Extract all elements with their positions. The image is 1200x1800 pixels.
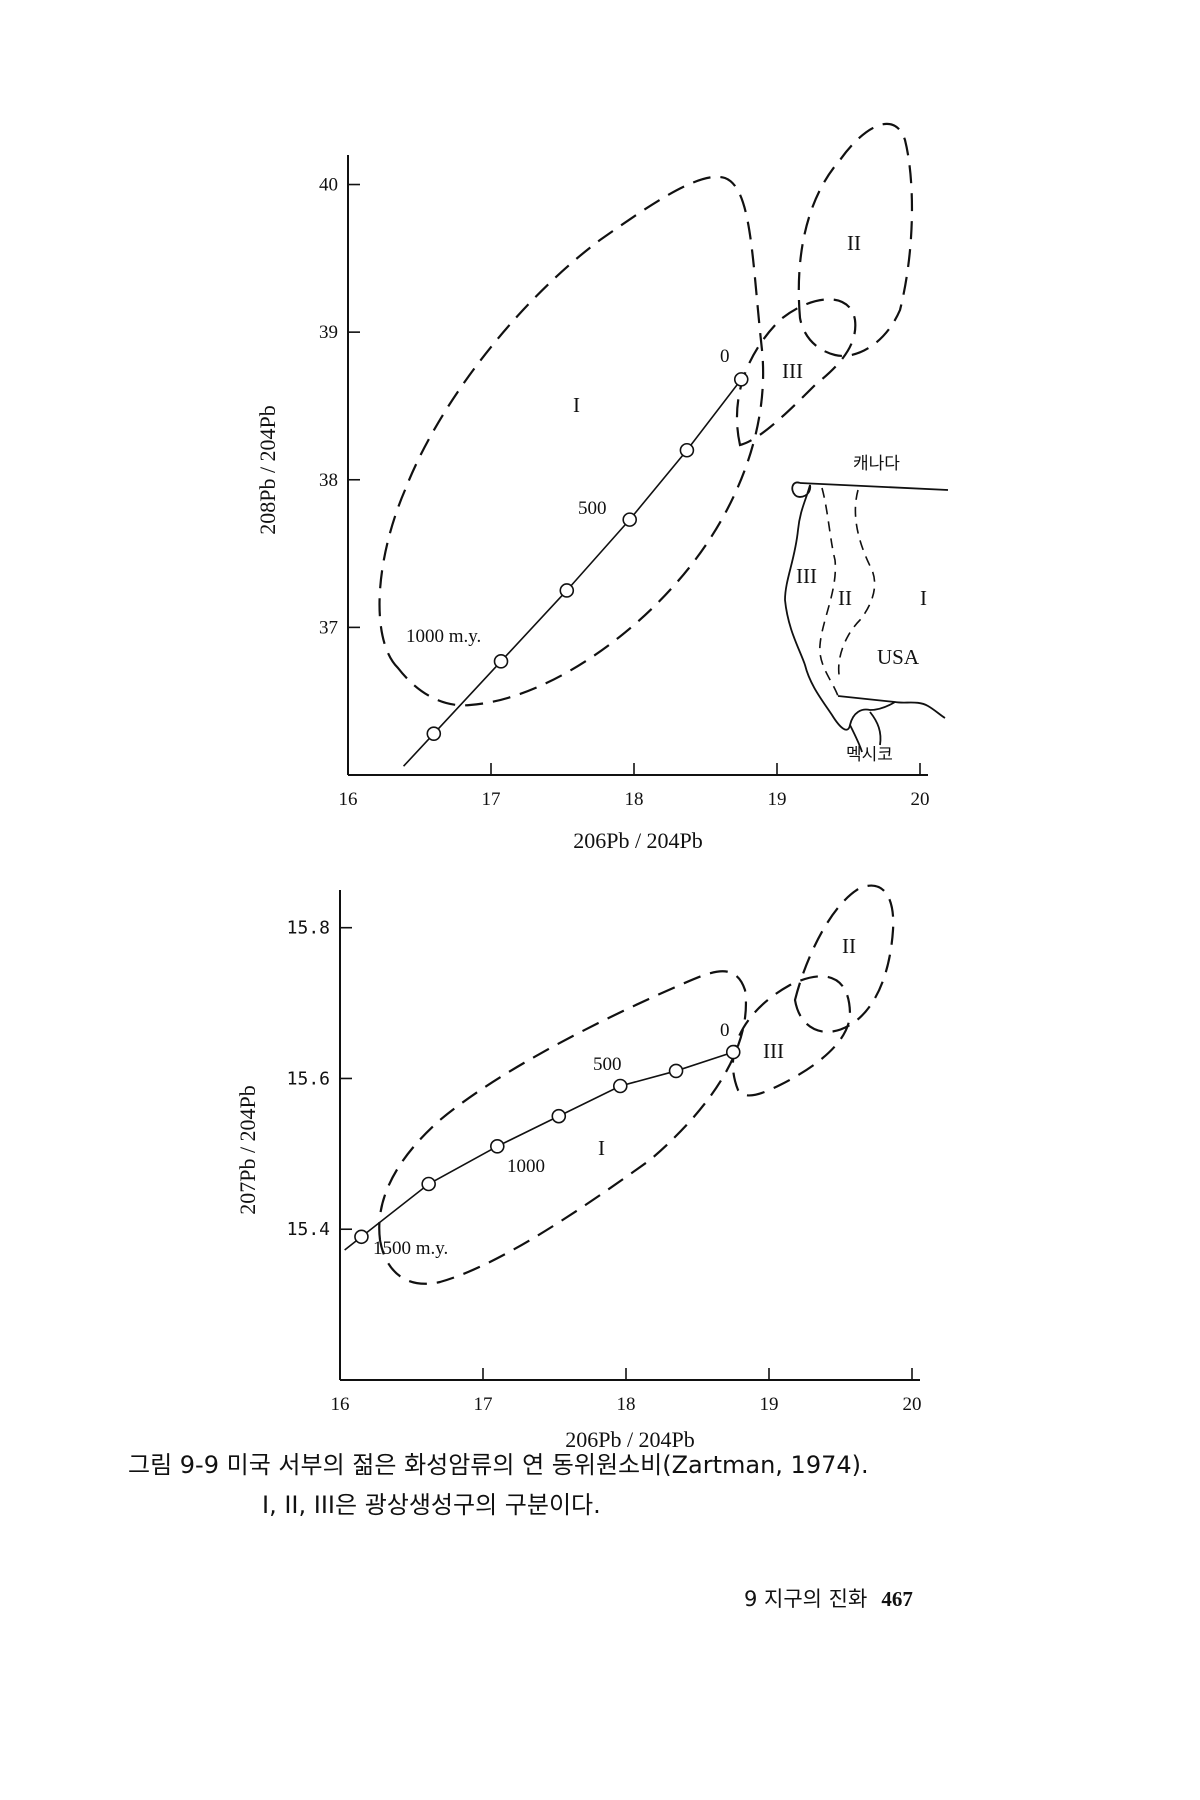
bottom-region-III-outline [731,975,852,1097]
top-y-tick-label: 37 [319,617,338,638]
bottom-data-points [354,1044,741,1245]
bottom-label-0: 0 [720,1020,730,1041]
top-evolution-curve [402,378,742,767]
map-label-mexico: 멕시코 [846,745,893,765]
bottom-x-ticks: 16 17 18 19 20 [331,1368,922,1415]
bottom-data-point [489,1139,505,1154]
bottom-region-I-outline [378,970,747,1285]
top-label-0: 0 [720,346,730,367]
bottom-x-tick-label: 20 [903,1394,922,1415]
top-x-tick-label: 17 [482,789,501,810]
bottom-x-tick-label: 16 [331,1394,350,1415]
bottom-region-III-label: III [763,1039,784,1063]
top-x-tick-label: 19 [768,789,787,810]
top-y-tick-label: 39 [319,322,338,343]
bottom-evolution-curve [344,1051,734,1251]
map-coastline [784,481,896,731]
bottom-x-tick-label: 17 [474,1394,493,1415]
bottom-y-axis-title: 207Pb / 204Pb [235,1085,260,1215]
bottom-data-point [421,1176,436,1192]
top-y-ticks: 37 38 39 40 [319,175,360,638]
top-data-points [426,372,749,741]
page-number: 467 [881,1587,913,1611]
chart-bottom: 16 17 18 19 20 15.4 15.6 15.8 206Pb / 204Pb 20… [235,884,922,1452]
top-data-point [559,583,575,598]
bottom-data-point [668,1063,684,1079]
top-x-tick-label: 16 [339,789,358,810]
top-y-axis-title: 208Pb / 204Pb [255,405,280,535]
top-y-tick-label: 38 [319,470,338,491]
top-data-point [679,442,695,458]
bottom-label-1500my: 1500 m.y. [373,1238,448,1259]
top-x-tick-label: 20 [911,789,930,810]
page-footer: 9 지구의 진화 467 [744,1583,913,1613]
map-label-III: III [796,564,817,588]
map-label-canada: 캐나다 [853,454,900,474]
caption-line-2: I, II, III은 광상생성구의 구분이다. [262,1491,601,1519]
bottom-y-tick-label: 15.8 [287,918,330,939]
bottom-x-tick-label: 18 [617,1394,636,1415]
top-data-point [426,726,442,741]
map-border-canada [799,482,949,491]
map-label-usa: USA [877,645,920,669]
figure-caption: 그림 9-9 미국 서부의 젊은 화성암류의 연 동위원소비(Zartman, … [128,1445,1128,1525]
map-label-II: II [838,586,852,610]
bottom-y-tick-label: 15.6 [287,1068,330,1089]
top-y-tick-label: 40 [319,175,338,196]
map-province-boundary-east [837,489,876,681]
top-label-1000my: 1000 m.y. [406,626,481,647]
bottom-region-II-outline [793,884,895,1033]
caption-line-1: 그림 9-9 미국 서부의 젊은 화성암류의 연 동위원소비(Zartman, … [128,1451,869,1479]
top-x-ticks: 16 17 18 19 20 [339,763,930,810]
map-border-mexico [837,695,946,719]
top-data-point [733,372,749,387]
bottom-y-tick-label: 15.4 [287,1219,330,1240]
bottom-region-II-label: II [842,934,856,958]
bottom-data-point [354,1229,369,1245]
top-region-II-label: II [847,231,861,255]
bottom-data-point [725,1044,741,1060]
bottom-region-I-label: I [598,1136,605,1160]
chart-top: 16 17 18 19 20 37 38 39 40 206Pb / 204Pb 208Pb … [255,122,949,853]
footer-chapter: 9 지구의 진화 [744,1587,868,1611]
bottom-x-tick-label: 19 [760,1394,779,1415]
top-region-III-label: III [782,359,803,383]
top-region-I-outline [378,175,765,707]
bottom-data-point [612,1078,628,1094]
map-label-I: I [920,586,927,610]
bottom-data-point [551,1108,567,1124]
bottom-label-1000: 1000 [507,1156,545,1177]
map-province-boundary-west [819,487,839,697]
top-region-II-outline [797,122,914,357]
top-label-500: 500 [578,498,607,519]
bottom-label-500: 500 [593,1054,622,1075]
top-data-point [493,654,509,669]
inset-map: 캐나다 III II I USA 멕시코 [784,454,949,765]
top-region-I-label: I [573,393,580,417]
top-data-point [622,512,638,527]
bottom-y-ticks: 15.4 15.6 15.8 [287,918,352,1240]
map-baja [849,711,882,753]
top-x-tick-label: 18 [625,789,644,810]
top-x-axis-title: 206Pb / 204Pb [573,828,703,853]
bottom-x-axis-title: 206Pb / 204Pb [565,1427,695,1452]
